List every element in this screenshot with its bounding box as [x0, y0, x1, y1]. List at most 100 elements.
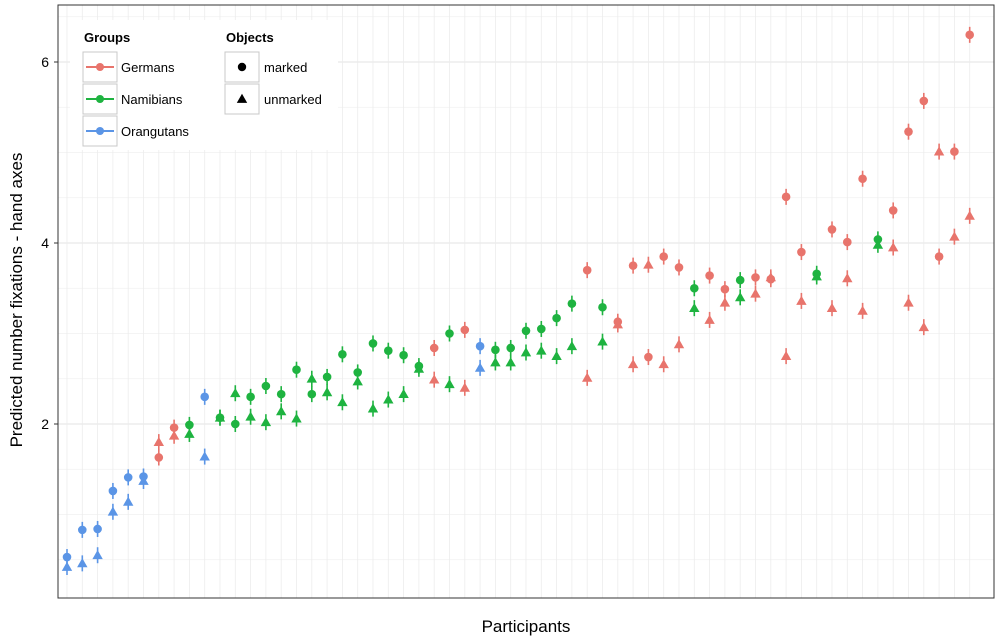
point-unmarked	[735, 292, 746, 302]
point-unmarked	[918, 321, 929, 332]
legend-title-objects: Objects	[226, 30, 274, 45]
point-marked	[185, 420, 194, 430]
point-unmarked	[582, 372, 593, 382]
point-unmarked	[153, 436, 164, 446]
point-marked	[399, 350, 408, 360]
y-tick-label: 4	[41, 235, 49, 251]
point-marked	[659, 252, 668, 261]
point-unmarked	[750, 288, 761, 298]
point-unmarked	[597, 336, 608, 346]
point-unmarked	[61, 561, 73, 571]
point-marked	[200, 392, 209, 402]
point-unmarked	[689, 302, 700, 313]
point-unmarked	[658, 359, 669, 369]
legend: Groups Objects Germans Namibians Orangutan…	[70, 20, 338, 150]
point-unmarked	[857, 305, 868, 315]
point-marked	[598, 302, 607, 312]
point-marked	[537, 324, 546, 334]
point-unmarked	[199, 451, 210, 461]
point-marked	[307, 389, 317, 399]
point-marked	[934, 252, 944, 261]
point-marked	[827, 225, 837, 234]
point-unmarked	[566, 340, 578, 351]
point-unmarked	[933, 146, 945, 156]
point-marked	[552, 313, 561, 323]
point-marked	[475, 341, 485, 351]
point-marked	[843, 237, 852, 247]
point-unmarked	[413, 363, 425, 373]
point-marked	[169, 423, 179, 432]
point-marked	[628, 261, 638, 270]
point-unmarked	[383, 394, 394, 404]
point-unmarked	[107, 506, 119, 516]
point-marked	[445, 329, 454, 338]
point-unmarked	[780, 350, 792, 361]
point-unmarked	[77, 558, 88, 568]
point-unmarked	[719, 297, 731, 307]
legend-label-object: unmarked	[264, 92, 322, 107]
point-marked	[62, 552, 72, 562]
point-marked	[93, 524, 102, 534]
legend-title-groups: Groups	[84, 30, 130, 45]
point-marked	[904, 127, 913, 136]
point-marked	[751, 273, 760, 282]
point-unmarked	[964, 210, 975, 220]
x-axis-label: Participants	[482, 617, 571, 636]
y-tick-label: 6	[41, 54, 49, 70]
point-unmarked	[184, 428, 195, 438]
point-marked	[965, 30, 974, 40]
point-unmarked	[872, 239, 884, 249]
point-marked	[276, 389, 286, 399]
point-unmarked	[490, 357, 501, 367]
point-marked	[950, 147, 959, 156]
point-unmarked	[245, 411, 256, 421]
point-unmarked	[673, 339, 685, 349]
grid-lines	[58, 5, 994, 598]
legend-label-group: Namibians	[121, 92, 183, 107]
point-unmarked	[704, 314, 715, 324]
point-marked	[123, 473, 133, 482]
point-marked	[705, 271, 714, 280]
plot-border	[57, 4, 995, 599]
point-marked	[521, 326, 531, 336]
point-unmarked	[888, 242, 899, 252]
point-unmarked	[260, 416, 272, 427]
legend-key-circle	[237, 62, 247, 72]
point-unmarked	[612, 319, 623, 329]
point-unmarked	[306, 373, 317, 383]
point-marked	[108, 486, 118, 496]
point-unmarked	[230, 388, 241, 398]
point-marked	[720, 284, 730, 294]
point-unmarked	[444, 378, 455, 389]
point-unmarked	[903, 297, 914, 307]
point-unmarked	[520, 347, 532, 357]
point-unmarked	[352, 376, 363, 386]
point-marked	[154, 453, 164, 462]
point-marked	[506, 343, 515, 353]
point-unmarked	[337, 397, 348, 407]
point-marked	[888, 206, 898, 215]
point-marked	[322, 372, 332, 382]
point-unmarked	[474, 362, 486, 372]
point-marked	[460, 325, 470, 335]
point-unmarked	[138, 475, 149, 485]
point-unmarked	[842, 273, 853, 283]
point-unmarked	[627, 359, 639, 369]
point-unmarked	[826, 302, 838, 313]
point-unmarked	[429, 374, 440, 384]
point-unmarked	[811, 271, 822, 281]
point-marked	[781, 192, 791, 202]
point-unmarked	[291, 413, 302, 423]
point-unmarked	[536, 345, 547, 355]
point-marked	[858, 174, 867, 184]
point-unmarked	[551, 350, 562, 361]
point-unmarked	[459, 382, 470, 392]
point-marked	[644, 352, 653, 362]
point-marked	[338, 350, 347, 359]
legend-label-group: Germans	[121, 60, 175, 75]
point-unmarked	[949, 231, 960, 241]
legend-key-point	[96, 95, 104, 103]
point-marked	[231, 419, 240, 429]
point-unmarked	[321, 387, 333, 397]
legend-key-point	[96, 127, 104, 135]
